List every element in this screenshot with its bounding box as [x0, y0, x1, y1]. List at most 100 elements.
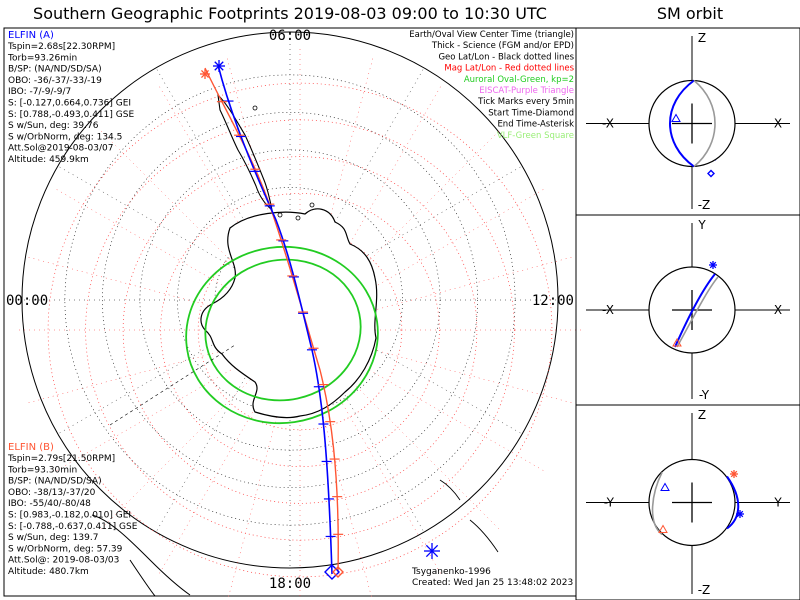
mag-lon-line	[299, 130, 500, 331]
island	[277, 212, 283, 218]
elfin-a-header: ELFIN (A)	[8, 30, 54, 41]
info-line: S: [0.788,-0.493,0.411] GSE	[8, 110, 134, 120]
antarctica-outline	[200, 208, 378, 419]
sm-axis-label: -X	[602, 303, 614, 317]
asterisk-stroke	[736, 510, 744, 518]
time-label-top: 06:00	[269, 28, 311, 44]
sm-orbit-panels: Z -Z -X X Y -Y -X X Z -Z -Y Y	[575, 27, 800, 600]
elfin-b-orbit	[693, 79, 716, 168]
mag-lon-line	[226, 58, 301, 331]
australia-coast	[439, 479, 499, 553]
info-line: Tspin=2.79s[21.50RPM]	[7, 454, 115, 464]
info-line: S w/Sun, deg: 139.7	[8, 533, 98, 543]
view-center-triangle	[660, 482, 670, 491]
info-line: Torb=93.26min	[7, 53, 77, 63]
sm-axis-label: Y	[773, 496, 782, 510]
view-center-asterisk	[424, 543, 440, 559]
model-label: Tsyganenko-1996	[411, 567, 491, 577]
time-label-left: 00:00	[6, 293, 48, 309]
legend-item: EISCAT-Purple Triangle	[479, 86, 574, 96]
info-line: OBO: -36/-37/-33/-19	[8, 76, 102, 86]
mag-lon-line	[299, 189, 544, 331]
geo-lat-ring	[102, 112, 478, 488]
sm-axis-label: Z	[698, 408, 706, 422]
sm-axis-label: X	[774, 117, 782, 131]
mag-lat-ring	[122, 156, 478, 504]
sm-axis-label: -Z	[698, 198, 711, 212]
elfin-b-start-marker	[332, 566, 344, 578]
elfin-b-orbit	[651, 472, 663, 536]
elfin-a-orbit	[669, 79, 695, 168]
elfin-a-info: ELFIN (A) Tspin=2.68s[22.30RPM]Torb=93.2…	[7, 30, 134, 165]
info-line: Altitude: 480.7km	[8, 567, 89, 577]
legend: Earth/Oval View Center Time (triangle)Th…	[409, 30, 574, 141]
mag-lon-line	[28, 256, 301, 331]
sm-panel-frame	[575, 404, 800, 600]
asterisk-stroke	[709, 261, 717, 269]
mag-lon-line	[227, 329, 301, 600]
info-line: S w/Sun, deg: 39.76	[8, 121, 99, 131]
legend-item: End Time-Asterisk	[497, 120, 574, 130]
view-center-triangle	[671, 113, 681, 122]
info-line: IBO: -7/-9/-9/7	[8, 87, 71, 97]
asterisk-stroke	[730, 470, 738, 478]
asterisk-stroke	[425, 544, 439, 558]
mag-lon-line	[299, 329, 544, 471]
mag-lon-line	[299, 86, 441, 331]
figure-title: Southern Geographic Footprints 2019-08-0…	[33, 4, 547, 23]
info-line: S: [-0.788,-0.637,0.411] GSE	[8, 522, 138, 532]
legend-item: Mag Lat/Lon - Red dotted lines	[444, 64, 574, 74]
reference-line	[109, 344, 236, 426]
legend-item: Earth/Oval View Center Time (triangle)	[409, 30, 574, 40]
sm-orbit-title: SM orbit	[657, 4, 723, 23]
mag-lon-line	[299, 329, 572, 404]
sm-axis-label: Z	[698, 31, 706, 45]
sm-axis-label: -X	[602, 117, 614, 131]
mag-lat-ring	[160, 193, 440, 467]
island	[295, 215, 301, 221]
info-line: S w/OrbNorm, deg: 134.5	[8, 132, 122, 142]
created-label: Created: Wed Jan 25 13:48:02 2023	[412, 578, 573, 588]
info-line: S: [0.983,-0.182,0.010] GEI	[8, 511, 131, 521]
sm-axis-label: X	[774, 303, 782, 317]
view-center-triangle	[658, 524, 668, 533]
mag-lon-line	[299, 256, 572, 331]
elfin-b-header: ELFIN (B)	[8, 442, 54, 453]
sm-end-marker	[730, 470, 738, 478]
legend-item: Auroral Oval-Green, kp=2	[464, 75, 574, 85]
sm-panel-3: Z -Z -Y Y	[575, 404, 800, 600]
sm-panel-1: Z -Z -X X	[575, 27, 800, 216]
info-line: Altitude: 459.9km	[8, 155, 89, 165]
asterisk-stroke	[201, 70, 209, 78]
island	[309, 202, 315, 208]
polar-map	[18, 31, 744, 600]
elfin-a-start-marker	[324, 564, 340, 580]
mag-lon-line	[100, 130, 301, 331]
info-line: B/SP: (NA/ND/SD/SA)	[8, 477, 102, 487]
info-line: B/SP: (NA/ND/SD/SA)	[8, 65, 102, 75]
info-line: S: [-0.127,0.664,0.736] GEI	[8, 99, 131, 109]
legend-item: VLF-Green Square	[497, 131, 574, 141]
auroral-oval-outer	[185, 245, 379, 425]
mag-lon-line	[56, 189, 301, 331]
info-line: Tspin=2.68s[22.30RPM]	[7, 42, 115, 52]
sm-axis-label: -Y	[604, 496, 615, 510]
map-boundary	[21, 31, 559, 569]
elfin-a-orbit	[726, 475, 740, 530]
info-line: Att.Sol@2019-08-03/07	[8, 144, 113, 154]
mag-lat-ring	[85, 119, 515, 541]
legend-item: Tick Marks every 5min	[477, 97, 574, 107]
sm-start-marker	[707, 169, 715, 178]
sm-axis-label: Y	[697, 218, 706, 232]
mag-lon-line	[299, 329, 441, 574]
legend-item: Start Time-Diamond	[488, 108, 574, 118]
info-line: Att.Sol@: 2019-08-03/03	[8, 556, 119, 566]
elfin-b-end-marker	[200, 69, 210, 79]
auroral-oval-inner	[204, 258, 362, 402]
elfin-a-track	[217, 64, 333, 575]
mag-lon-line	[100, 329, 301, 530]
view-center-triangle	[672, 337, 682, 347]
mag-lon-line	[299, 329, 500, 530]
mag-lat-ring	[197, 229, 403, 431]
